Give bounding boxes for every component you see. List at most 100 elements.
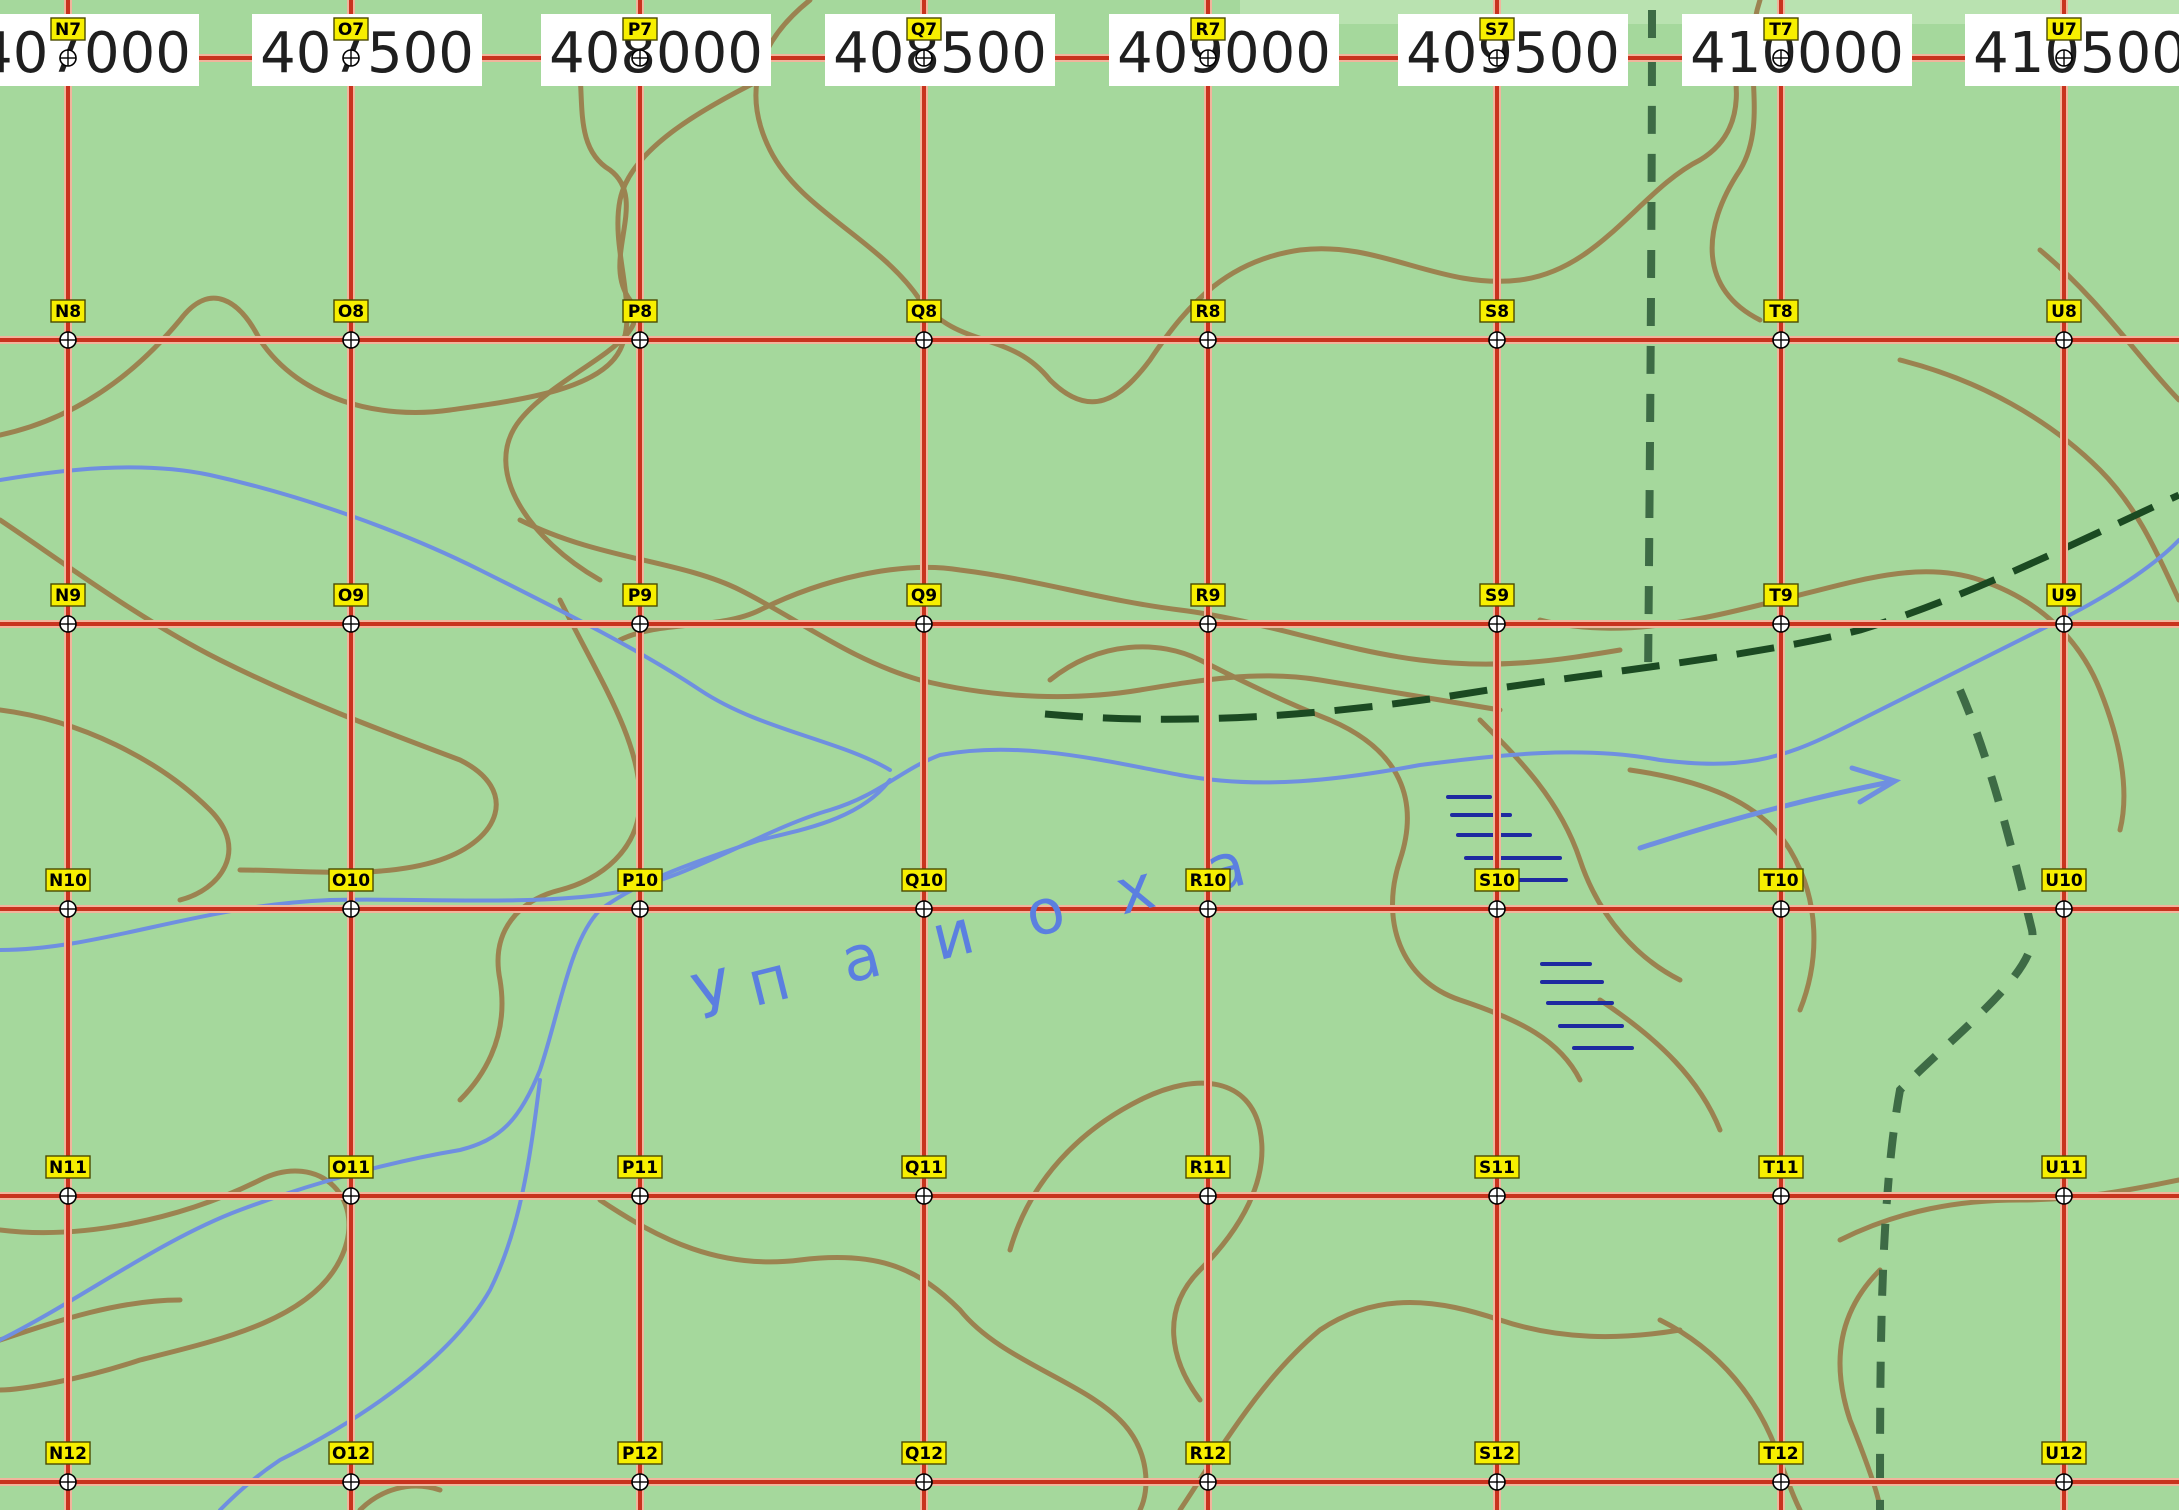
grid-node-N10[interactable]: N10 bbox=[45, 868, 91, 918]
node-label: Q7 bbox=[911, 20, 937, 40]
contour-line bbox=[1047, 644, 1583, 1083]
node-label: R7 bbox=[1196, 20, 1221, 40]
easting-label: 410500 bbox=[1965, 14, 2179, 86]
grid-node-T12[interactable]: T12 bbox=[1758, 1441, 1804, 1491]
grid-node-O8[interactable]: O8 bbox=[333, 299, 369, 349]
contour-line bbox=[1007, 1080, 1265, 1403]
node-label-box bbox=[1474, 1441, 1520, 1465]
grid-node-P9[interactable]: P9 bbox=[622, 583, 658, 633]
grid-node-Q10[interactable]: Q10 bbox=[901, 868, 947, 918]
grid-node-O12[interactable]: O12 bbox=[328, 1441, 374, 1491]
node-label: T9 bbox=[1769, 586, 1792, 606]
grid-node-Q9[interactable]: Q9 bbox=[906, 583, 942, 633]
node-label: O11 bbox=[332, 1158, 370, 1178]
grid-node-U7[interactable]: U7 bbox=[2046, 17, 2082, 67]
grid-node-P11[interactable]: P11 bbox=[617, 1155, 663, 1205]
node-label-box bbox=[622, 583, 658, 607]
grid-node-Q7[interactable]: Q7 bbox=[906, 17, 942, 67]
grid-node-R12[interactable]: R12 bbox=[1185, 1441, 1231, 1491]
node-label: O8 bbox=[338, 302, 364, 322]
node-label-box bbox=[2046, 299, 2082, 323]
grid-node-U8[interactable]: U8 bbox=[2046, 299, 2082, 349]
grid-node-N8[interactable]: N8 bbox=[50, 299, 86, 349]
node-label-box bbox=[50, 299, 86, 323]
grid-node-P7[interactable]: P7 bbox=[622, 17, 658, 67]
grid-node-S8[interactable]: S8 bbox=[1479, 299, 1515, 349]
node-label: U12 bbox=[2045, 1444, 2082, 1464]
node-label: O10 bbox=[332, 871, 370, 891]
contour-line bbox=[597, 1197, 1149, 1510]
node-label: N11 bbox=[49, 1158, 87, 1178]
node-label: Q9 bbox=[911, 586, 937, 606]
grid-node-T8[interactable]: T8 bbox=[1763, 299, 1799, 349]
node-label: N10 bbox=[49, 871, 87, 891]
node-label-box bbox=[328, 1441, 374, 1465]
node-label: U9 bbox=[2051, 586, 2077, 606]
node-label-box bbox=[1185, 1441, 1231, 1465]
grid-node-T10[interactable]: T10 bbox=[1758, 868, 1804, 918]
node-label-box bbox=[45, 1155, 91, 1179]
node-label-box bbox=[333, 17, 369, 41]
grid-node-T7[interactable]: T7 bbox=[1763, 17, 1799, 67]
flow-arrow bbox=[1637, 779, 1893, 851]
grid-node-N9[interactable]: N9 bbox=[50, 583, 86, 633]
grid-node-S10[interactable]: S10 bbox=[1474, 868, 1520, 918]
grid-node-R11[interactable]: R11 bbox=[1185, 1155, 1231, 1205]
grid-node-U11[interactable]: U11 bbox=[2041, 1155, 2087, 1205]
grid-node-N11[interactable]: N11 bbox=[45, 1155, 91, 1205]
grid-node-Q8[interactable]: Q8 bbox=[906, 299, 942, 349]
grid-node-P10[interactable]: P10 bbox=[617, 868, 663, 918]
node-label: T11 bbox=[1763, 1158, 1798, 1178]
grid-node-S7[interactable]: S7 bbox=[1479, 17, 1515, 67]
grid-node-Q12[interactable]: Q12 bbox=[901, 1441, 947, 1491]
node-label: S7 bbox=[1485, 20, 1509, 40]
river-tributary bbox=[0, 465, 892, 772]
node-label: Q10 bbox=[905, 871, 943, 891]
node-label-box bbox=[1763, 583, 1799, 607]
node-label: U11 bbox=[2045, 1158, 2082, 1178]
grid-node-O7[interactable]: O7 bbox=[333, 17, 369, 67]
contour-line bbox=[0, 1168, 352, 1393]
grid-node-O10[interactable]: O10 bbox=[328, 868, 374, 918]
easting-label: 408500 bbox=[825, 14, 1055, 86]
grid-node-P12[interactable]: P12 bbox=[617, 1441, 663, 1491]
river-main bbox=[0, 538, 2179, 952]
node-label-box bbox=[1763, 299, 1799, 323]
grid-node-U10[interactable]: U10 bbox=[2041, 868, 2087, 918]
node-label-box bbox=[1185, 1155, 1231, 1179]
node-label-box bbox=[1474, 868, 1520, 892]
node-label: T10 bbox=[1763, 871, 1798, 891]
grid-node-R10[interactable]: R10 bbox=[1185, 868, 1231, 918]
node-label-box bbox=[622, 17, 658, 41]
node-label-box bbox=[333, 299, 369, 323]
easting-label-text: 407000 bbox=[0, 21, 191, 86]
node-label: N9 bbox=[55, 586, 81, 606]
grid-node-T9[interactable]: T9 bbox=[1763, 583, 1799, 633]
grid-node-N7[interactable]: N7 bbox=[50, 17, 86, 67]
river bbox=[0, 465, 2179, 1510]
grid-node-R9[interactable]: R9 bbox=[1190, 583, 1226, 633]
node-label: S11 bbox=[1479, 1158, 1515, 1178]
node-label-box bbox=[1479, 583, 1515, 607]
grid-node-U12[interactable]: U12 bbox=[2041, 1441, 2087, 1491]
node-label-box bbox=[1758, 1155, 1804, 1179]
grid-node-S9[interactable]: S9 bbox=[1479, 583, 1515, 633]
grid-node-R7[interactable]: R7 bbox=[1190, 17, 1226, 67]
grid-node-O9[interactable]: O9 bbox=[333, 583, 369, 633]
grid-node-T11[interactable]: T11 bbox=[1758, 1155, 1804, 1205]
node-label: S12 bbox=[1479, 1444, 1515, 1464]
grid-node-U9[interactable]: U9 bbox=[2046, 583, 2082, 633]
grid-node-R8[interactable]: R8 bbox=[1190, 299, 1226, 349]
grid-node-S11[interactable]: S11 bbox=[1474, 1155, 1520, 1205]
node-label: S9 bbox=[1485, 586, 1509, 606]
node-label-box bbox=[2041, 1155, 2087, 1179]
grid-node-N12[interactable]: N12 bbox=[45, 1441, 91, 1491]
node-label: R10 bbox=[1190, 871, 1227, 891]
grid-node-P8[interactable]: P8 bbox=[622, 299, 658, 349]
contour-line bbox=[1657, 1317, 1803, 1510]
river-branch bbox=[0, 778, 892, 1342]
grid-node-O11[interactable]: O11 bbox=[328, 1155, 374, 1205]
grid-node-Q11[interactable]: Q11 bbox=[901, 1155, 947, 1205]
grid-node-S12[interactable]: S12 bbox=[1474, 1441, 1520, 1491]
